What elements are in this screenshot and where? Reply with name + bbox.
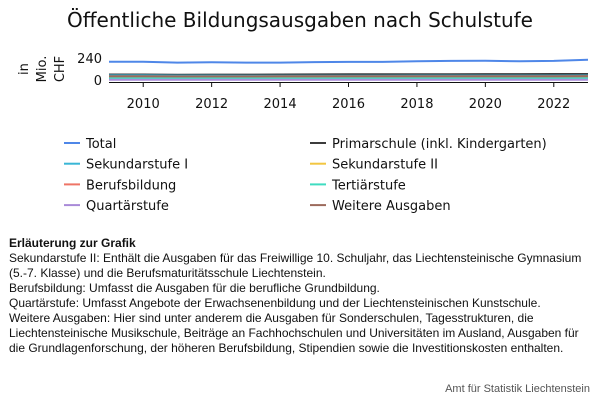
x-tick-label: 2014 xyxy=(264,97,297,112)
legend-item: Berufsbildung xyxy=(64,178,176,193)
legend-label: Quartärstufe xyxy=(86,199,169,214)
y-axis-label-word: in xyxy=(17,63,32,75)
x-tick-label: 2010 xyxy=(127,97,160,112)
y-tick-label: 240 xyxy=(77,52,102,67)
chart: Öffentliche Bildungsausgaben nach Schuls… xyxy=(17,8,589,214)
y-axis-label: in Mio. CHF xyxy=(17,56,68,83)
x-tick-label: 2020 xyxy=(469,97,502,112)
legend-label: Weitere Ausgaben xyxy=(332,199,451,214)
notes-heading: Erläuterung zur Grafik xyxy=(9,236,136,250)
series-line-0 xyxy=(109,58,589,64)
legend-item: Tertiärstufe xyxy=(310,178,406,193)
legend-item: Quartärstufe xyxy=(64,199,169,214)
legend: Total Primarschule (inkl. Kindergarten) Se… xyxy=(64,137,547,214)
chart-notes: Erläuterung zur Grafik Sekundarstufe II:… xyxy=(9,236,594,356)
legend-label: Total xyxy=(85,137,116,152)
x-axis: 2010 2012 2014 2016 2018 2020 2022 xyxy=(109,82,588,112)
legend-label: Tertiärstufe xyxy=(331,178,406,193)
y-axis-label-word: Mio. xyxy=(35,56,50,83)
legend-label: Sekundarstufe II xyxy=(332,158,438,173)
note-line: Weitere Ausgaben: Hier sind unter andere… xyxy=(9,311,579,355)
source-credit: Amt für Statistik Liechtenstein xyxy=(445,383,590,395)
y-axis-label-word: CHF xyxy=(53,56,68,82)
x-tick-label: 2012 xyxy=(195,97,228,112)
x-tick-label: 2016 xyxy=(332,97,365,112)
legend-item: Sekundarstufe II xyxy=(310,158,438,173)
legend-label: Primarschule (inkl. Kindergarten) xyxy=(332,137,547,152)
legend-item: Weitere Ausgaben xyxy=(310,199,451,214)
y-tick-label: 0 xyxy=(94,74,102,89)
legend-item: Total xyxy=(64,137,116,152)
plot-area xyxy=(109,58,589,81)
legend-label: Sekundarstufe I xyxy=(86,158,188,173)
series-line-1 xyxy=(109,73,588,76)
note-line: Quartärstufe: Umfasst Angebote der Erwac… xyxy=(9,296,541,310)
note-line: Sekundarstufe II: Enthält die Ausgaben f… xyxy=(9,251,582,280)
legend-label: Berufsbildung xyxy=(86,178,176,193)
legend-item: Primarschule (inkl. Kindergarten) xyxy=(310,137,547,152)
x-tick-label: 2022 xyxy=(537,97,570,112)
note-line: Berufsbildung: Umfasst die Ausgaben für … xyxy=(9,281,380,295)
legend-item: Sekundarstufe I xyxy=(64,158,188,173)
chart-title: Öffentliche Bildungsausgaben nach Schuls… xyxy=(67,8,533,32)
x-tick-label: 2018 xyxy=(400,97,433,112)
